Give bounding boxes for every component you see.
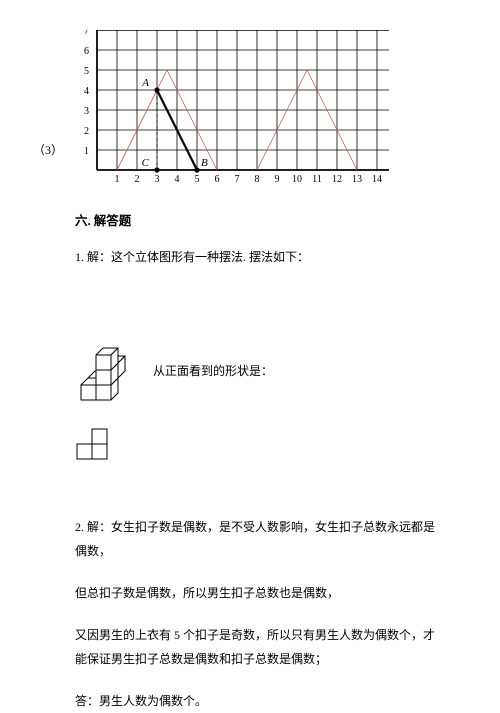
q1-front-view	[75, 427, 445, 479]
q2-p3: 又因男生的上衣有 5 个扣子是奇数，所以只有男生人数为偶数个，才能保证男生扣子总…	[75, 623, 445, 671]
chart-svg: 12345671234567891011121314ABC	[69, 30, 389, 186]
q2-p4: 答：男生人数为偶数个。	[75, 689, 445, 713]
svg-text:14: 14	[372, 174, 382, 185]
svg-text:C: C	[142, 157, 150, 169]
svg-text:2: 2	[84, 126, 89, 137]
q3-label: （3）	[33, 141, 63, 158]
svg-text:3: 3	[155, 174, 160, 185]
q1-cubes: 从正面看到的形状是：	[75, 339, 445, 409]
svg-text:1: 1	[84, 146, 89, 157]
q2-p1: 2. 解：女生扣子数是偶数，是不受人数影响，女生扣子总数永远都是偶数，	[75, 515, 445, 563]
svg-text:B: B	[201, 157, 208, 169]
q2-p2: 但总扣子数是偶数，所以男生扣子总数也是偶数，	[75, 581, 445, 605]
q1-cubes-row: 从正面看到的形状是：	[75, 339, 445, 409]
svg-text:12: 12	[332, 174, 342, 185]
svg-text:10: 10	[292, 174, 302, 185]
q1-cubes-caption: 从正面看到的形状是：	[153, 362, 273, 379]
svg-text:5: 5	[84, 66, 89, 77]
svg-text:6: 6	[84, 46, 89, 57]
page: （3） 12345671234567891011121314ABC 六. 解答题…	[0, 0, 500, 707]
svg-text:3: 3	[84, 106, 89, 117]
svg-text:A: A	[141, 77, 149, 89]
svg-text:4: 4	[175, 174, 180, 185]
front-svg	[75, 427, 123, 475]
chart: 12345671234567891011121314ABC	[69, 30, 389, 186]
svg-text:1: 1	[115, 174, 120, 185]
svg-text:13: 13	[352, 174, 362, 185]
svg-text:6: 6	[215, 174, 220, 185]
svg-text:8: 8	[255, 174, 260, 185]
svg-text:7: 7	[235, 174, 240, 185]
svg-text:2: 2	[135, 174, 140, 185]
q3-row: （3） 12345671234567891011121314ABC	[75, 30, 445, 186]
svg-text:4: 4	[84, 86, 89, 97]
svg-text:5: 5	[195, 174, 200, 185]
svg-text:11: 11	[312, 174, 322, 185]
cubes-svg	[75, 339, 145, 409]
svg-text:7: 7	[84, 30, 89, 37]
section-6-title: 六. 解答题	[75, 210, 445, 229]
q1-line1: 1. 解：这个立体图形有一种摆法. 摆法如下：	[75, 245, 445, 269]
svg-text:9: 9	[275, 174, 280, 185]
